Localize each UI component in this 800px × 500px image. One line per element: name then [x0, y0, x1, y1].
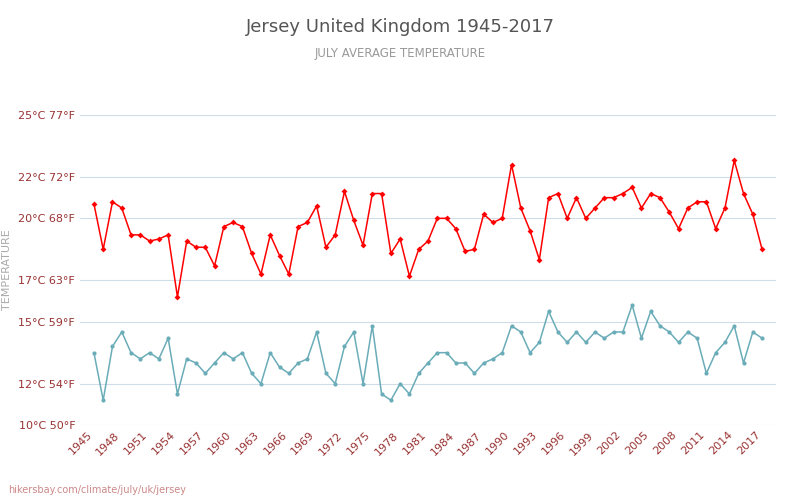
- Text: hikersbay.com/climate/july/uk/jersey: hikersbay.com/climate/july/uk/jersey: [8, 485, 186, 495]
- Text: JULY AVERAGE TEMPERATURE: JULY AVERAGE TEMPERATURE: [314, 48, 486, 60]
- Y-axis label: TEMPERATURE: TEMPERATURE: [2, 230, 13, 310]
- Text: Jersey United Kingdom 1945-2017: Jersey United Kingdom 1945-2017: [246, 18, 554, 36]
